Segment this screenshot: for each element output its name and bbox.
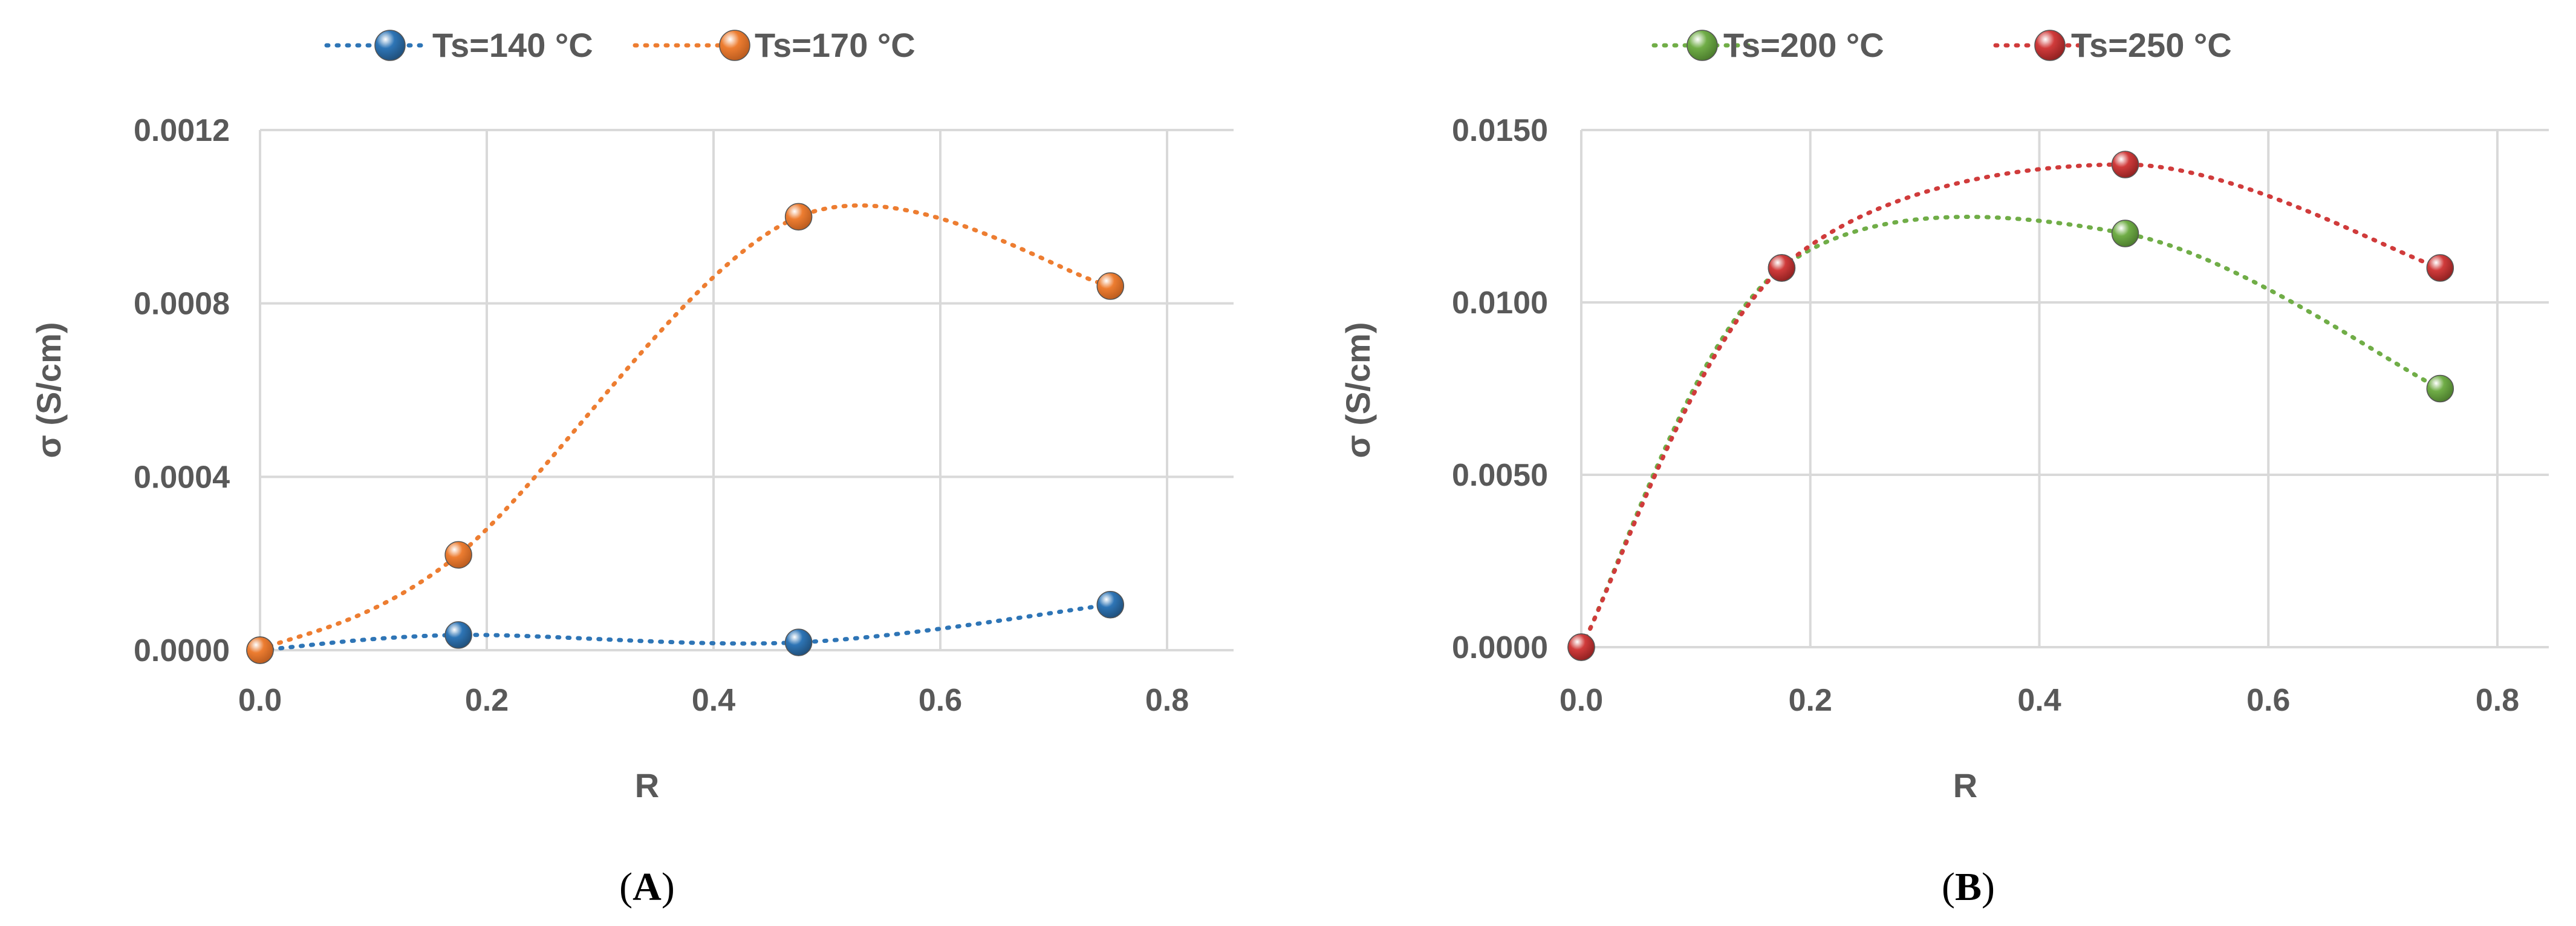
series-layer xyxy=(1567,151,2454,661)
legend-label: Ts=140 °C xyxy=(432,26,593,64)
legend-item: Ts=250 °C xyxy=(1993,26,2232,64)
data-point xyxy=(246,636,274,664)
data-point xyxy=(784,628,813,656)
x-tick-label: 0.2 xyxy=(465,683,509,718)
data-point xyxy=(784,203,813,231)
data-point xyxy=(2426,374,2454,403)
legend-marker xyxy=(374,30,406,61)
y-tick-label: 0.0012 xyxy=(134,113,230,148)
legend-label: Ts=250 °C xyxy=(2071,26,2232,64)
series-line xyxy=(1579,215,2442,650)
y-axis-title: σ (S/cm) xyxy=(1339,322,1377,458)
tick-labels: 0.0 0.2 0.4 0.6 0.8 0.0000 0.0004 0.0008… xyxy=(134,113,1189,718)
data-point xyxy=(444,541,472,569)
caption-close-paren: ) xyxy=(662,865,675,909)
y-tick-label: 0.0050 xyxy=(1452,458,1548,493)
x-axis-title: R xyxy=(635,766,659,804)
x-tick-label: 0.4 xyxy=(2017,683,2061,718)
data-point xyxy=(1096,272,1124,300)
x-tick-label: 0.0 xyxy=(238,683,282,718)
series-line xyxy=(258,203,1113,653)
data-point xyxy=(1096,591,1124,619)
data-point xyxy=(2111,220,2139,247)
x-axis-title: R xyxy=(1953,766,1977,804)
panel-caption: (B) xyxy=(1942,865,1995,909)
data-point xyxy=(2426,254,2454,282)
legend-item: Ts=140 °C xyxy=(324,26,593,64)
x-tick-label: 0.2 xyxy=(1789,683,1832,718)
legend-label: Ts=170 °C xyxy=(755,26,916,64)
data-point xyxy=(1567,633,1595,661)
series-layer xyxy=(246,203,1124,664)
gridlines xyxy=(259,129,1234,651)
caption-open-paren: ( xyxy=(619,865,633,909)
gridlines xyxy=(1580,129,2549,648)
data-point xyxy=(1768,254,1796,282)
caption-close-paren: ) xyxy=(1982,865,1995,909)
x-tick-label: 0.6 xyxy=(2246,683,2290,718)
panel-b: Ts=200 °C Ts=250 °C 0.0 0.2 0.4 0.6 0. xyxy=(1339,26,2549,909)
data-point xyxy=(2111,151,2139,178)
data-point xyxy=(444,621,472,649)
y-tick-label: 0.0000 xyxy=(1452,630,1548,665)
caption-letter: B xyxy=(1955,865,1982,909)
legend-label: Ts=200 °C xyxy=(1723,26,1884,64)
y-tick-label: 0.0150 xyxy=(1452,113,1548,148)
y-tick-label: 0.0008 xyxy=(134,287,230,322)
y-tick-label: 0.0100 xyxy=(1452,285,1548,321)
caption-open-paren: ( xyxy=(1942,865,1955,909)
legend: Ts=140 °C Ts=170 °C xyxy=(324,26,916,64)
x-tick-label: 0.6 xyxy=(919,683,962,718)
panel-a: Ts=140 °C Ts=170 °C 0.0 0.2 0.4 0.6 0. xyxy=(30,26,1234,909)
x-tick-label: 0.4 xyxy=(692,683,735,718)
legend-item: Ts=200 °C xyxy=(1651,26,1884,64)
x-tick-label: 0.0 xyxy=(1560,683,1603,718)
legend-marker xyxy=(2034,30,2066,61)
y-axis-title: σ (S/cm) xyxy=(30,322,68,458)
series-line xyxy=(258,602,1113,653)
legend-item: Ts=170 °C xyxy=(633,26,916,64)
tick-labels: 0.0 0.2 0.4 0.6 0.8 0.0000 0.0050 0.0100… xyxy=(1452,113,2519,718)
series-line xyxy=(1579,162,2442,650)
caption-letter: A xyxy=(633,865,662,909)
y-tick-label: 0.0004 xyxy=(134,460,230,495)
x-tick-label: 0.8 xyxy=(1145,683,1189,718)
y-tick-label: 0.0000 xyxy=(134,633,230,668)
x-tick-label: 0.8 xyxy=(2476,683,2519,718)
legend-marker xyxy=(1686,30,1718,61)
legend-marker xyxy=(719,30,750,61)
panel-caption: (A) xyxy=(619,865,675,909)
legend: Ts=200 °C Ts=250 °C xyxy=(1651,26,2232,64)
